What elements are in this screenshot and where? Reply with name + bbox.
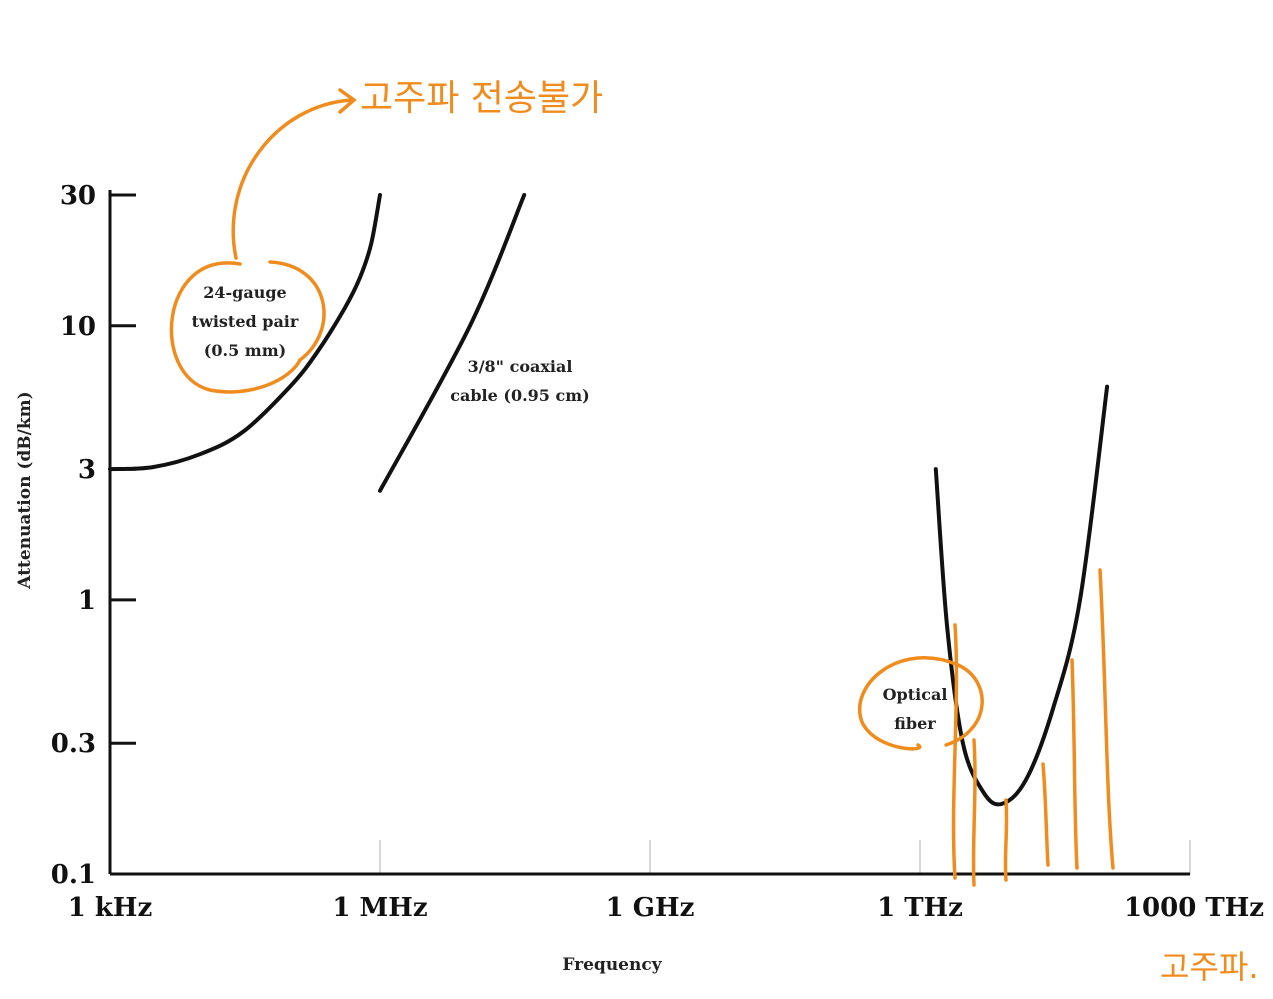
band-line-3 bbox=[1003, 798, 1009, 882]
y-ticks: 0.1 0.3 1 3 10 30 bbox=[51, 181, 136, 890]
x-tick-label: 1000 THz bbox=[1124, 893, 1264, 923]
annotation-arrow bbox=[231, 98, 354, 260]
series-label-3: Optical bbox=[883, 685, 948, 704]
band-line-5 bbox=[1070, 658, 1079, 870]
series-label-2: 3/8" coaxial bbox=[468, 357, 573, 376]
x-tick-label: 1 MHz bbox=[332, 893, 427, 923]
series-label-1: twisted pair bbox=[192, 312, 299, 331]
series-line-3 bbox=[933, 384, 1110, 807]
arrow-head-icon bbox=[338, 88, 357, 114]
series-label-3: fiber bbox=[894, 714, 936, 733]
band-line-4 bbox=[1041, 762, 1050, 867]
y-tick-label: 1 bbox=[78, 586, 96, 616]
x-tick-label: 1 GHz bbox=[606, 893, 695, 923]
y-tick-label: 10 bbox=[60, 312, 96, 342]
x-tick-label: 1 THz bbox=[877, 893, 963, 923]
y-axis-title: Attenuation (dB/km) bbox=[15, 391, 35, 589]
optical-fiber-circle bbox=[858, 656, 984, 751]
handwritten-annotations bbox=[169, 88, 1115, 887]
x-ticks: 1 kHz 1 MHz 1 GHz 1 THz 1000 THz bbox=[68, 893, 1264, 923]
y-tick-label: 0.3 bbox=[51, 729, 96, 759]
series-layer bbox=[108, 193, 1110, 807]
series-label-2: cable (0.95 cm) bbox=[450, 386, 589, 405]
twisted-pair-circle-close bbox=[268, 260, 326, 362]
y-tick-label: 3 bbox=[78, 455, 96, 485]
band-line-2 bbox=[971, 738, 977, 887]
twisted-pair-circle bbox=[169, 261, 302, 394]
series-line-1 bbox=[108, 193, 382, 472]
band-line-6 bbox=[1098, 568, 1115, 870]
y-tick-label: 30 bbox=[60, 181, 96, 211]
series-label-1: 24-gauge bbox=[203, 283, 286, 302]
y-tick-label: 0.1 bbox=[51, 860, 96, 890]
grid bbox=[379, 840, 1191, 874]
band-line-1 bbox=[951, 623, 959, 880]
series-label-1: (0.5 mm) bbox=[204, 341, 286, 360]
series-line-2 bbox=[378, 193, 527, 493]
x-tick-label: 1 kHz bbox=[68, 893, 153, 923]
x-axis-title: Frequency bbox=[562, 955, 662, 975]
annotation-corner-note: 고주파. bbox=[1160, 948, 1259, 986]
series-labels: 24-gauge twisted pair (0.5 mm) 3/8" coaxial… bbox=[192, 283, 948, 733]
annotation-top-note: 고주파 전송불가 bbox=[360, 78, 603, 119]
